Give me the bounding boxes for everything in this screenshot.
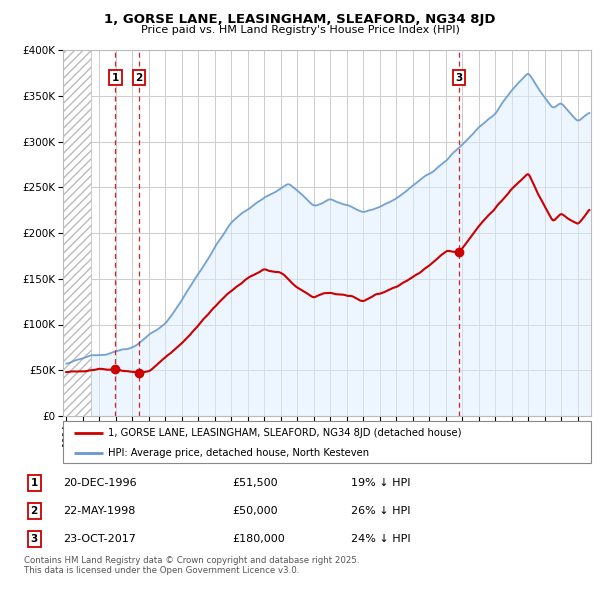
Text: 3: 3	[455, 73, 463, 83]
Text: 1: 1	[31, 478, 38, 488]
Text: 2: 2	[31, 506, 38, 516]
Text: 26% ↓ HPI: 26% ↓ HPI	[351, 506, 410, 516]
Text: Price paid vs. HM Land Registry's House Price Index (HPI): Price paid vs. HM Land Registry's House …	[140, 25, 460, 35]
Text: 20-DEC-1996: 20-DEC-1996	[64, 478, 137, 488]
Text: 22-MAY-1998: 22-MAY-1998	[64, 506, 136, 516]
Text: £51,500: £51,500	[233, 478, 278, 488]
Text: 23-OCT-2017: 23-OCT-2017	[64, 534, 136, 544]
Text: 19% ↓ HPI: 19% ↓ HPI	[351, 478, 410, 488]
Bar	[63, 50, 91, 416]
Text: 24% ↓ HPI: 24% ↓ HPI	[351, 534, 411, 544]
Text: 3: 3	[31, 534, 38, 544]
Text: 1, GORSE LANE, LEASINGHAM, SLEAFORD, NG34 8JD (detached house): 1, GORSE LANE, LEASINGHAM, SLEAFORD, NG3…	[108, 428, 461, 438]
Text: 1, GORSE LANE, LEASINGHAM, SLEAFORD, NG34 8JD: 1, GORSE LANE, LEASINGHAM, SLEAFORD, NG3…	[104, 13, 496, 26]
Text: 1: 1	[112, 73, 119, 83]
Text: 2: 2	[135, 73, 142, 83]
Text: HPI: Average price, detached house, North Kesteven: HPI: Average price, detached house, Nort…	[108, 448, 369, 457]
Text: £180,000: £180,000	[233, 534, 286, 544]
Text: £50,000: £50,000	[233, 506, 278, 516]
Text: Contains HM Land Registry data © Crown copyright and database right 2025.
This d: Contains HM Land Registry data © Crown c…	[24, 556, 359, 575]
